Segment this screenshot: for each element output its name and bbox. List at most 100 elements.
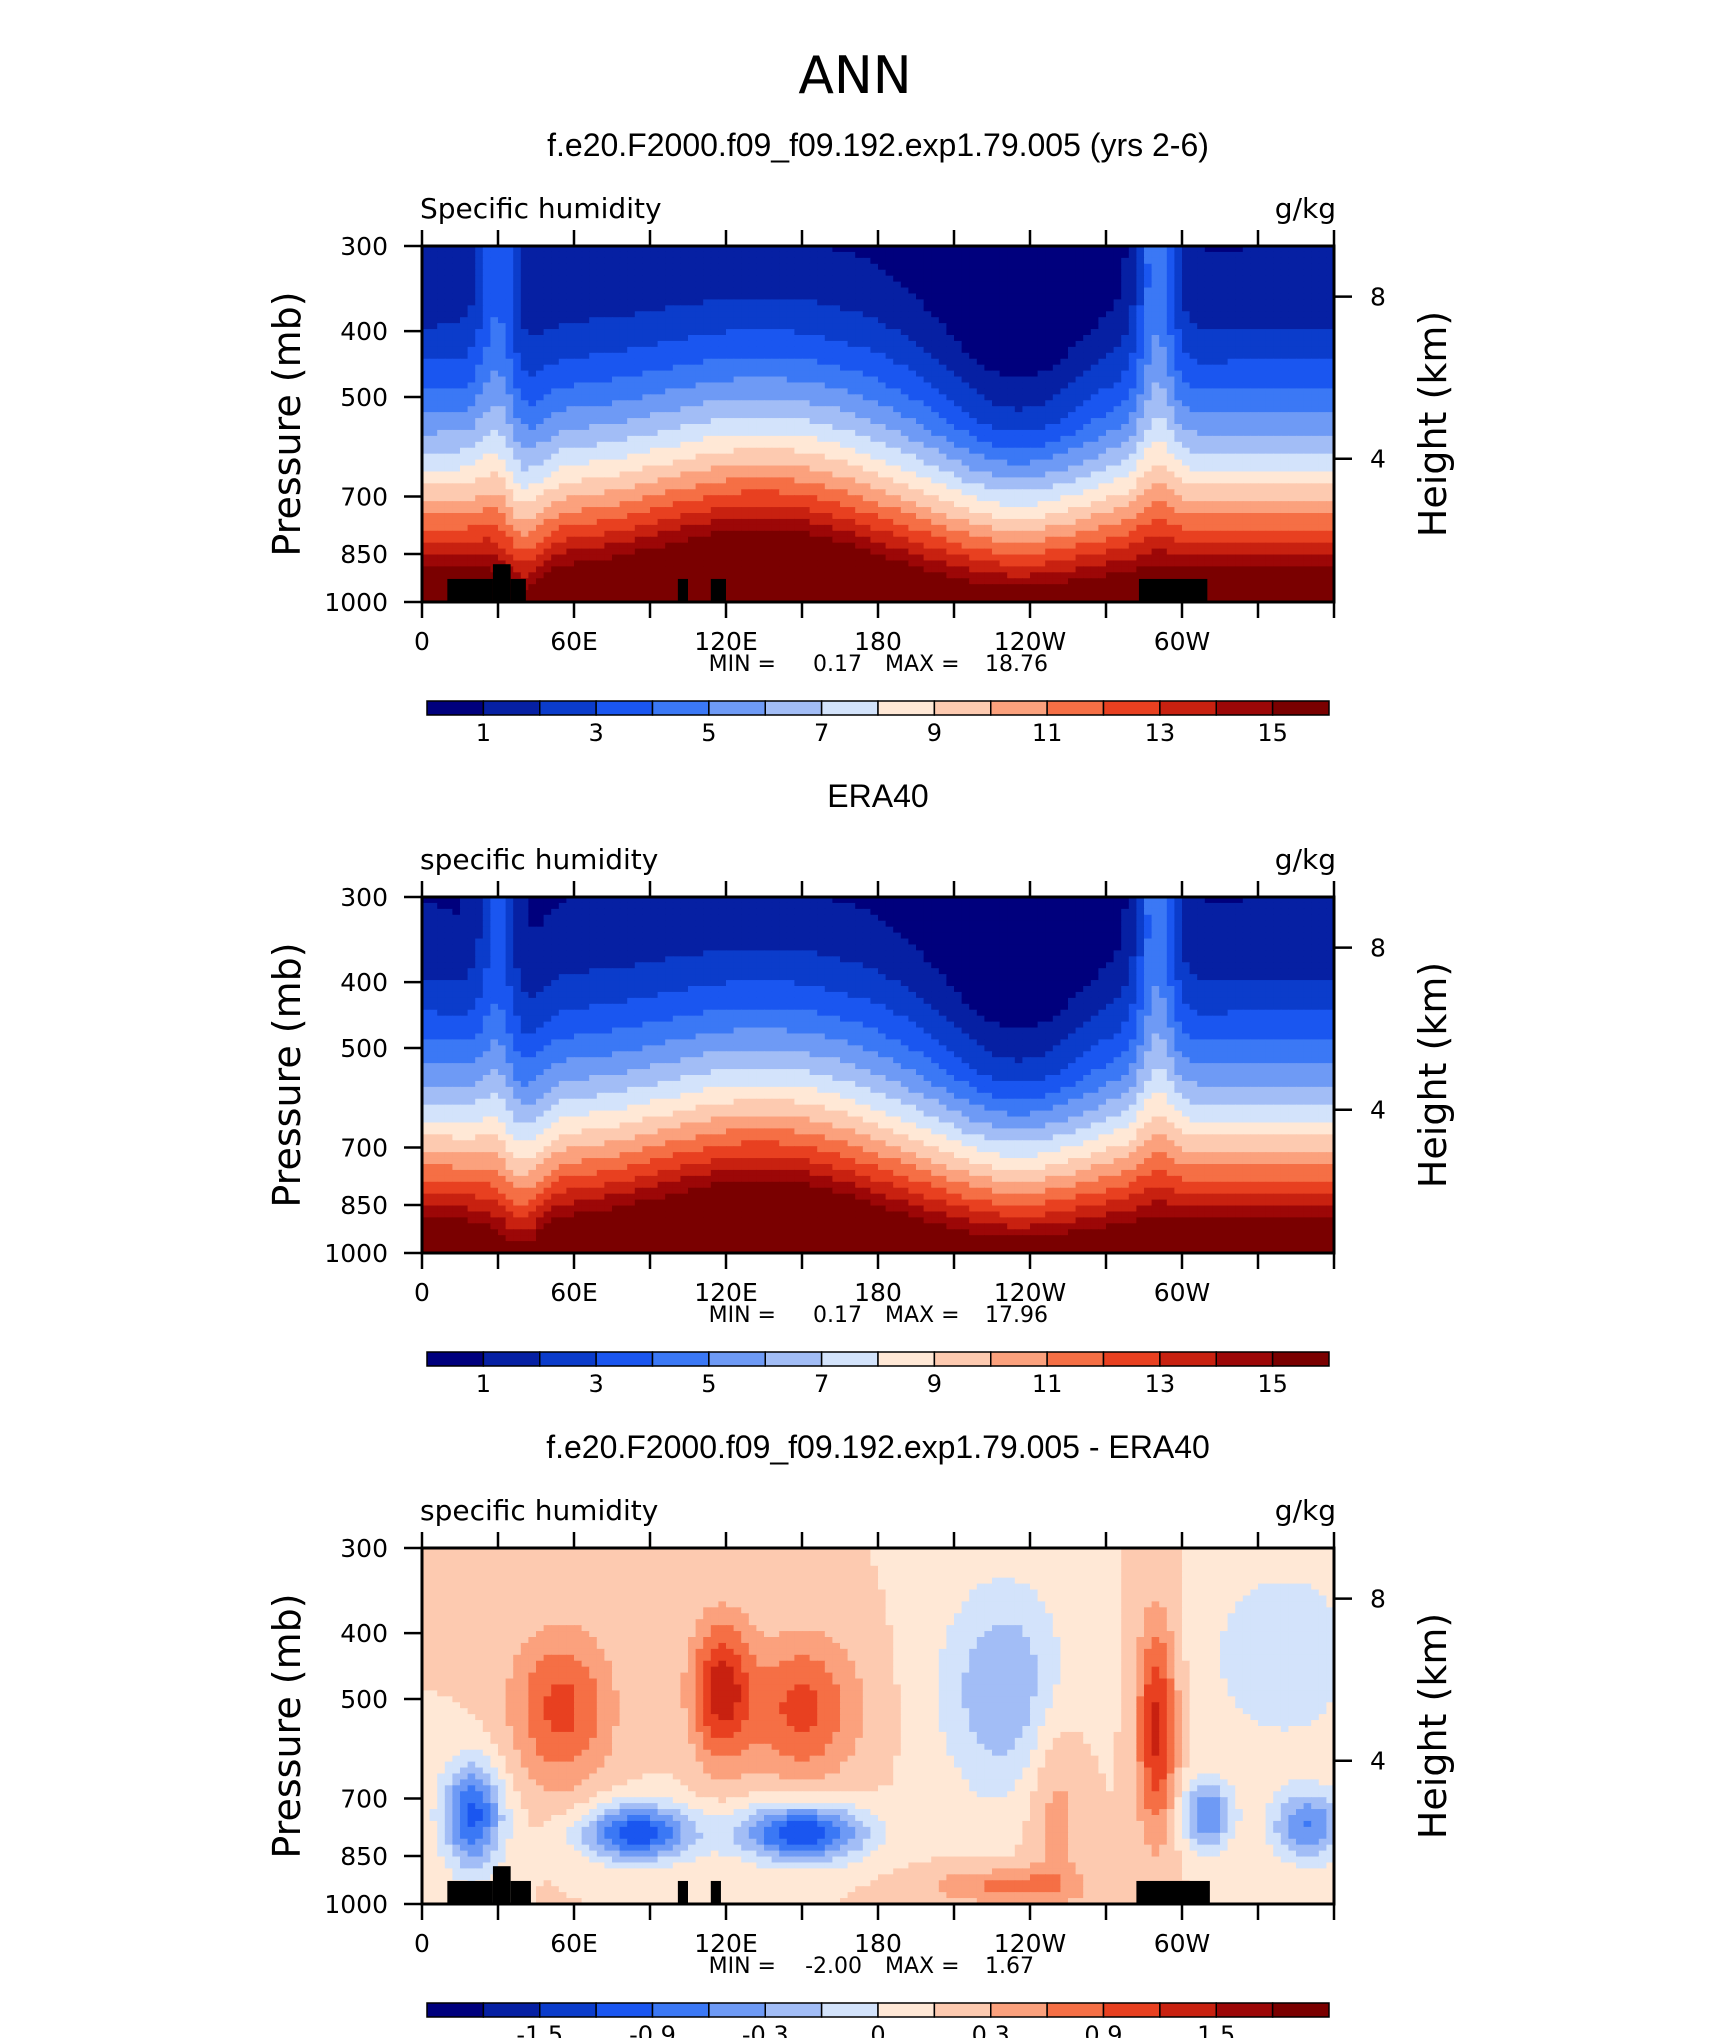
field-cell (1326, 412, 1334, 419)
field-cell (824, 275, 833, 283)
field-cell (847, 246, 856, 253)
field-cell (1128, 251, 1137, 259)
field-cell (688, 352, 697, 360)
field-cell (984, 287, 993, 295)
field-cell (498, 275, 507, 283)
field-cell (422, 263, 431, 271)
field-cell (1326, 441, 1334, 449)
field-cell (680, 388, 689, 395)
field-cell (1212, 394, 1221, 401)
field-cell (908, 394, 917, 401)
field-cell (992, 275, 1001, 283)
field-cell (718, 335, 727, 342)
field-cell (444, 346, 453, 354)
field-cell (1106, 323, 1115, 330)
field-cell (1022, 483, 1031, 490)
field-cell (1136, 388, 1145, 395)
field-cell (1235, 364, 1244, 372)
field-cell (1144, 447, 1153, 455)
field-cell (1113, 424, 1122, 431)
field-cell (703, 400, 712, 407)
field-cell (604, 382, 613, 389)
field-cell (1189, 299, 1198, 306)
field-cell (1037, 406, 1046, 413)
field-cell (931, 317, 940, 324)
field-cell (1265, 275, 1274, 283)
field-cell (604, 370, 613, 378)
field-cell (1174, 376, 1183, 384)
field-cell (779, 246, 788, 253)
field-cell (1166, 364, 1175, 372)
field-cell (1318, 459, 1327, 467)
field-cell (984, 323, 993, 330)
field-cell (938, 317, 947, 324)
field-cell (748, 323, 757, 330)
field-cell (832, 406, 841, 413)
field-cell (999, 352, 1008, 360)
field-cell (1083, 281, 1092, 289)
field-cell (1007, 382, 1016, 389)
field-cell (1121, 364, 1130, 372)
field-cell (1106, 370, 1115, 378)
field-cell (916, 412, 925, 419)
field-cell (718, 305, 727, 312)
field-cell (1121, 287, 1130, 295)
field-cell (1220, 364, 1229, 372)
field-cell (1197, 418, 1206, 425)
field-cell (429, 424, 438, 431)
field-cell (756, 424, 765, 431)
field-cell (779, 311, 788, 318)
field-cell (885, 447, 894, 455)
field-cell (1318, 358, 1327, 366)
field-cell (885, 441, 894, 449)
field-cell (1212, 340, 1221, 348)
field-cell (1151, 394, 1160, 401)
field-cell (1014, 477, 1023, 484)
field-cell (764, 275, 773, 283)
field-cell (779, 376, 788, 384)
field-cell (1068, 251, 1077, 259)
field-cell (703, 412, 712, 419)
field-cell (1060, 465, 1069, 473)
field-cell (794, 471, 803, 478)
field-cell (619, 275, 628, 283)
field-cell (832, 269, 841, 277)
field-cell (832, 453, 841, 461)
field-cell (999, 340, 1008, 348)
field-cell (1052, 346, 1061, 354)
field-cell (900, 340, 909, 348)
field-cell (422, 471, 431, 478)
field-cell (984, 447, 993, 455)
field-cell (642, 329, 651, 336)
field-cell (460, 465, 469, 473)
field-cell (1159, 382, 1168, 389)
field-cell (923, 275, 932, 283)
field-cell (748, 346, 757, 354)
field-cell (444, 299, 453, 306)
field-cell (1258, 311, 1267, 318)
field-cell (1121, 352, 1130, 360)
field-cell (1250, 483, 1259, 490)
field-cell (672, 352, 681, 360)
field-cell (558, 364, 567, 372)
field-cell (574, 400, 583, 407)
field-cell (1288, 269, 1297, 277)
field-cell (695, 441, 704, 449)
field-cell (513, 275, 522, 283)
field-cell (551, 257, 560, 265)
field-cell (1151, 459, 1160, 467)
field-cell (1204, 370, 1213, 378)
field-cell (1318, 263, 1327, 271)
field-cell (612, 471, 621, 478)
field-cell (551, 275, 560, 283)
field-cell (969, 311, 978, 318)
field-cell (581, 335, 590, 342)
field-cell (596, 382, 605, 389)
field-cell (1090, 335, 1099, 342)
field-cell (536, 287, 545, 295)
field-cell (984, 364, 993, 372)
field-cell (627, 429, 636, 437)
field-cell (650, 346, 659, 354)
field-cell (1151, 275, 1160, 283)
field-cell (1030, 453, 1039, 461)
